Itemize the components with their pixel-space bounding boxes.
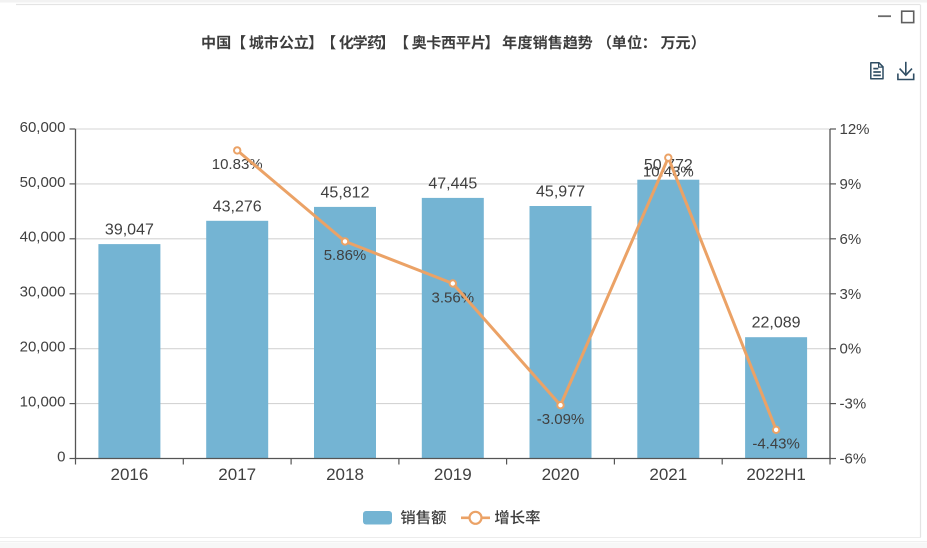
svg-text:40,000: 40,000 bbox=[20, 229, 66, 246]
svg-text:43,276: 43,276 bbox=[213, 198, 262, 215]
svg-text:3.56%: 3.56% bbox=[432, 289, 475, 306]
svg-text:50,772: 50,772 bbox=[644, 157, 693, 174]
svg-text:30,000: 30,000 bbox=[20, 284, 66, 301]
svg-text:22,089: 22,089 bbox=[752, 315, 801, 332]
svg-text:20,000: 20,000 bbox=[20, 339, 66, 356]
svg-text:10.43%: 10.43% bbox=[643, 164, 694, 181]
svg-text:3%: 3% bbox=[840, 286, 862, 303]
svg-text:10,000: 10,000 bbox=[20, 394, 66, 411]
svg-text:2019: 2019 bbox=[434, 465, 472, 484]
svg-text:-3%: -3% bbox=[840, 396, 867, 413]
svg-text:0%: 0% bbox=[840, 341, 862, 358]
svg-text:2018: 2018 bbox=[326, 465, 364, 484]
svg-text:39,047: 39,047 bbox=[105, 222, 154, 239]
svg-text:0: 0 bbox=[57, 448, 65, 465]
svg-text:47,445: 47,445 bbox=[428, 175, 477, 192]
svg-text:2021: 2021 bbox=[649, 465, 687, 484]
svg-text:6%: 6% bbox=[840, 231, 862, 248]
svg-text:2020: 2020 bbox=[542, 465, 580, 484]
svg-text:12%: 12% bbox=[840, 121, 870, 138]
svg-text:60,000: 60,000 bbox=[20, 119, 66, 136]
svg-text:9%: 9% bbox=[840, 176, 862, 193]
svg-text:5.86%: 5.86% bbox=[324, 247, 367, 264]
svg-text:-6%: -6% bbox=[840, 451, 867, 468]
svg-text:2017: 2017 bbox=[218, 465, 256, 484]
svg-text:2022H1: 2022H1 bbox=[746, 465, 806, 484]
svg-text:-3.09%: -3.09% bbox=[537, 411, 585, 428]
svg-text:2016: 2016 bbox=[110, 465, 148, 484]
svg-text:-4.43%: -4.43% bbox=[752, 436, 800, 453]
svg-text:50,000: 50,000 bbox=[20, 174, 66, 191]
svg-text:45,977: 45,977 bbox=[536, 184, 585, 201]
svg-text:45,812: 45,812 bbox=[321, 184, 370, 201]
